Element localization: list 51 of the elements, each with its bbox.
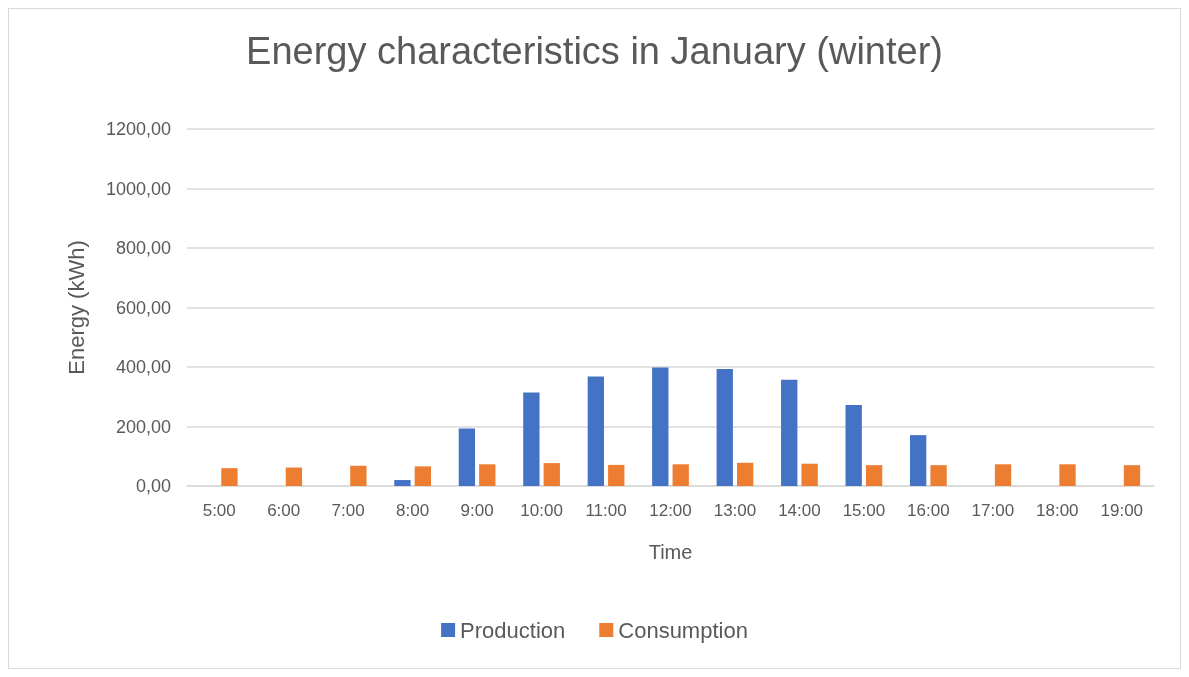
- bar: [994, 464, 1012, 486]
- bar: [1123, 465, 1141, 486]
- bar: [781, 379, 798, 486]
- bar: [543, 463, 560, 486]
- bar: [414, 466, 432, 486]
- x-tick-label: 19:00: [1100, 501, 1144, 520]
- x-tick-label: 14:00: [778, 501, 821, 520]
- x-tick-label: 13:00: [713, 501, 757, 520]
- x-tick-label: 6:00: [267, 501, 301, 520]
- bar: [737, 462, 754, 486]
- bar: [221, 468, 238, 486]
- bar: [652, 367, 669, 486]
- y-tick-label: 1200,00: [105, 119, 171, 139]
- bar: [865, 465, 883, 486]
- x-tick-label: 15:00: [842, 501, 886, 520]
- x-tick-label: 11:00: [585, 501, 627, 520]
- chart-title: Energy characteristics in January (winter): [246, 30, 943, 72]
- y-tick-label: 200,00: [115, 416, 171, 437]
- x-tick-label: 12:00: [649, 501, 692, 520]
- bar: [672, 464, 689, 486]
- bar: [350, 465, 367, 486]
- bar: [716, 369, 733, 486]
- x-tick-label: 17:00: [971, 501, 1015, 520]
- y-axis-title: Energy (kWh): [63, 240, 89, 375]
- x-tick-label: 7:00: [331, 501, 365, 520]
- bar: [523, 392, 540, 486]
- x-axis-title: Time: [648, 541, 693, 563]
- bar: [909, 435, 927, 486]
- x-tick-label: 8:00: [396, 501, 430, 520]
- bar: [930, 465, 947, 486]
- x-tick-label: 18:00: [1036, 501, 1079, 520]
- bar: [479, 464, 496, 486]
- bar: [587, 376, 604, 486]
- bar: [608, 464, 625, 486]
- y-tick-label: 1000,00: [105, 178, 171, 199]
- bar: [394, 480, 411, 486]
- legend-label: Consumption: [618, 617, 748, 643]
- bar: [285, 467, 303, 486]
- y-tick-label: 800,00: [115, 238, 171, 258]
- x-tick-label: 16:00: [907, 501, 950, 520]
- y-tick-label: 0,00: [135, 476, 171, 496]
- y-tick-label: 600,00: [115, 297, 171, 318]
- x-tick-label: 5:00: [202, 501, 236, 520]
- x-tick-label: 9:00: [460, 501, 494, 520]
- x-tick-label: 10:00: [520, 501, 563, 520]
- y-tick-label: 400,00: [115, 357, 171, 377]
- bar: [1059, 464, 1076, 486]
- bar: [458, 428, 476, 486]
- bar: [801, 463, 818, 486]
- bar: [845, 405, 862, 486]
- legend-label: Production: [460, 617, 566, 643]
